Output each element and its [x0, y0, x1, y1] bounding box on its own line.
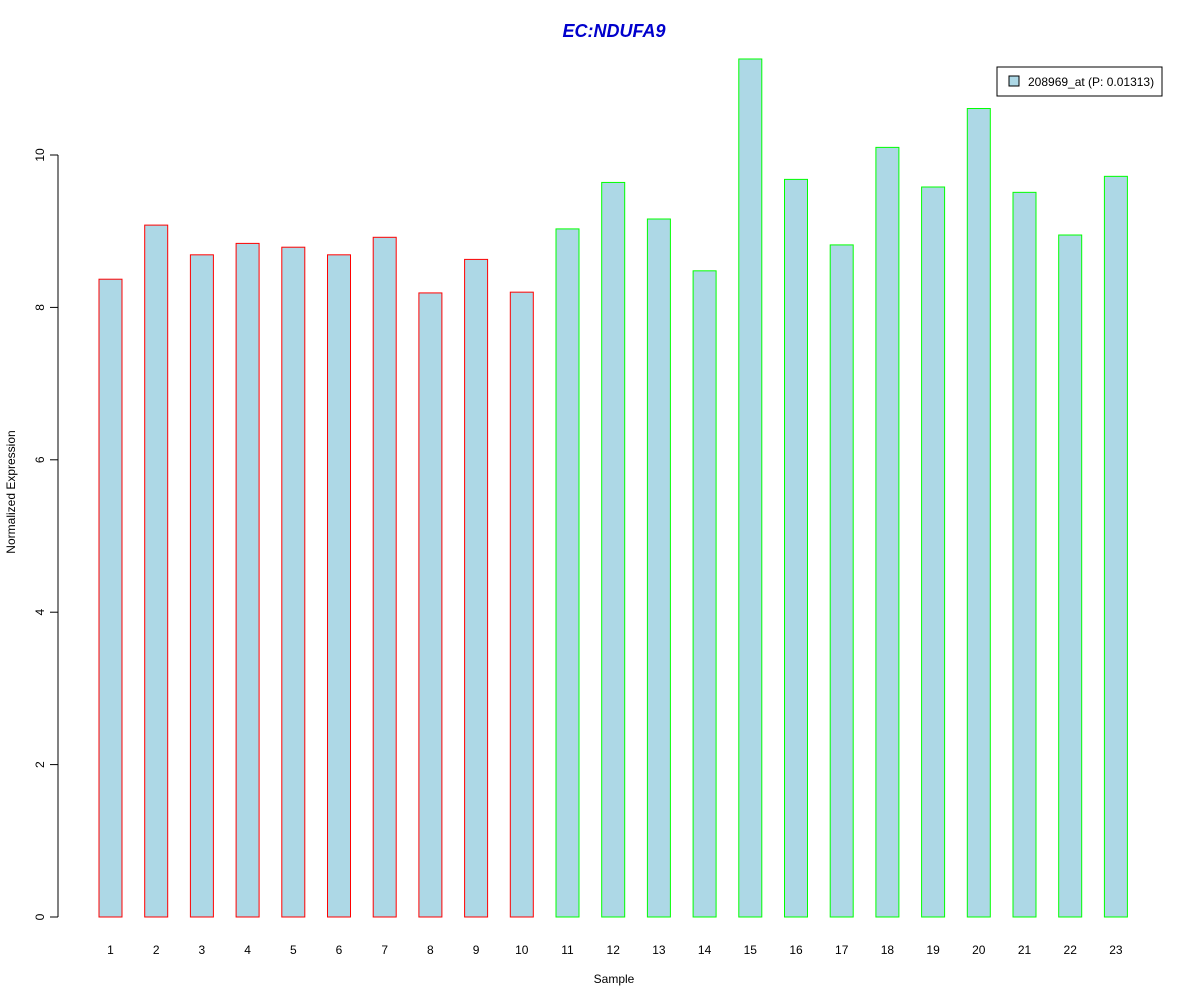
bar: [738, 58, 763, 918]
x-tick-label: 8: [427, 943, 434, 957]
bar: [875, 146, 900, 918]
x-tick-label: 5: [290, 943, 297, 957]
x-tick-label: 12: [607, 943, 621, 957]
y-axis: 0 2 4 6 8 10: [33, 148, 59, 920]
x-axis-label: Sample: [594, 972, 635, 986]
y-axis-label: Normalized Expression: [4, 430, 18, 553]
bar: [418, 292, 443, 918]
bar: [692, 270, 717, 918]
bar: [372, 236, 397, 918]
x-tick-label: 18: [881, 943, 895, 957]
x-tick-label: 10: [515, 943, 529, 957]
y-tick-label: 0: [33, 913, 47, 920]
x-tick-label: 21: [1018, 943, 1032, 957]
bar: [601, 181, 626, 918]
bar: [646, 218, 671, 918]
bar: [921, 186, 946, 918]
x-tick-label: 17: [835, 943, 849, 957]
bar: [464, 258, 489, 918]
bar: [144, 224, 169, 918]
legend: 208969_at (P: 0.01313): [996, 66, 1163, 97]
x-tick-label: 11: [561, 943, 574, 957]
bars-group: [98, 58, 1128, 918]
bar: [555, 228, 580, 918]
x-tick-label: 19: [926, 943, 940, 957]
x-tick-label: 23: [1109, 943, 1123, 957]
y-tick-label: 2: [33, 761, 47, 768]
y-tick-label: 10: [33, 148, 47, 162]
bar: [784, 178, 808, 918]
x-tick-label: 1: [107, 943, 114, 957]
x-tick-label: 7: [381, 943, 388, 957]
x-tick-label: 20: [972, 943, 986, 957]
x-tick-label: 16: [789, 943, 803, 957]
x-tick-label: 14: [698, 943, 712, 957]
bar: [509, 291, 534, 918]
x-tick-label: 3: [199, 943, 206, 957]
legend-box: [996, 66, 1163, 97]
x-tick-labels: 1 2 3 4 5 6 7 8 9 10 11 12 13 14 15 16 17 18 19 20 21 22 23: [107, 943, 1123, 957]
legend-label: 208969_at (P: 0.01313): [1028, 75, 1154, 89]
bar: [98, 278, 123, 918]
bar: [829, 244, 854, 918]
bar: [235, 242, 260, 918]
y-tick-label: 8: [33, 304, 47, 311]
bar: [281, 246, 306, 918]
x-tick-label: 22: [1064, 943, 1078, 957]
legend-swatch: [1008, 75, 1020, 87]
bar: [1058, 234, 1083, 918]
bar: [966, 108, 991, 918]
y-tick-label: 6: [33, 456, 47, 463]
x-tick-label: 4: [244, 943, 251, 957]
x-tick-label: 9: [473, 943, 480, 957]
x-tick-label: 2: [153, 943, 160, 957]
bar: [189, 254, 214, 918]
x-tick-label: 13: [652, 943, 666, 957]
y-tick-label: 4: [33, 609, 47, 616]
bar: [327, 254, 351, 918]
x-tick-label: 15: [744, 943, 758, 957]
bar: [1012, 191, 1037, 918]
x-tick-label: 6: [336, 943, 343, 957]
chart-title: EC:NDUFA9: [562, 21, 665, 41]
bar: [1103, 175, 1128, 918]
